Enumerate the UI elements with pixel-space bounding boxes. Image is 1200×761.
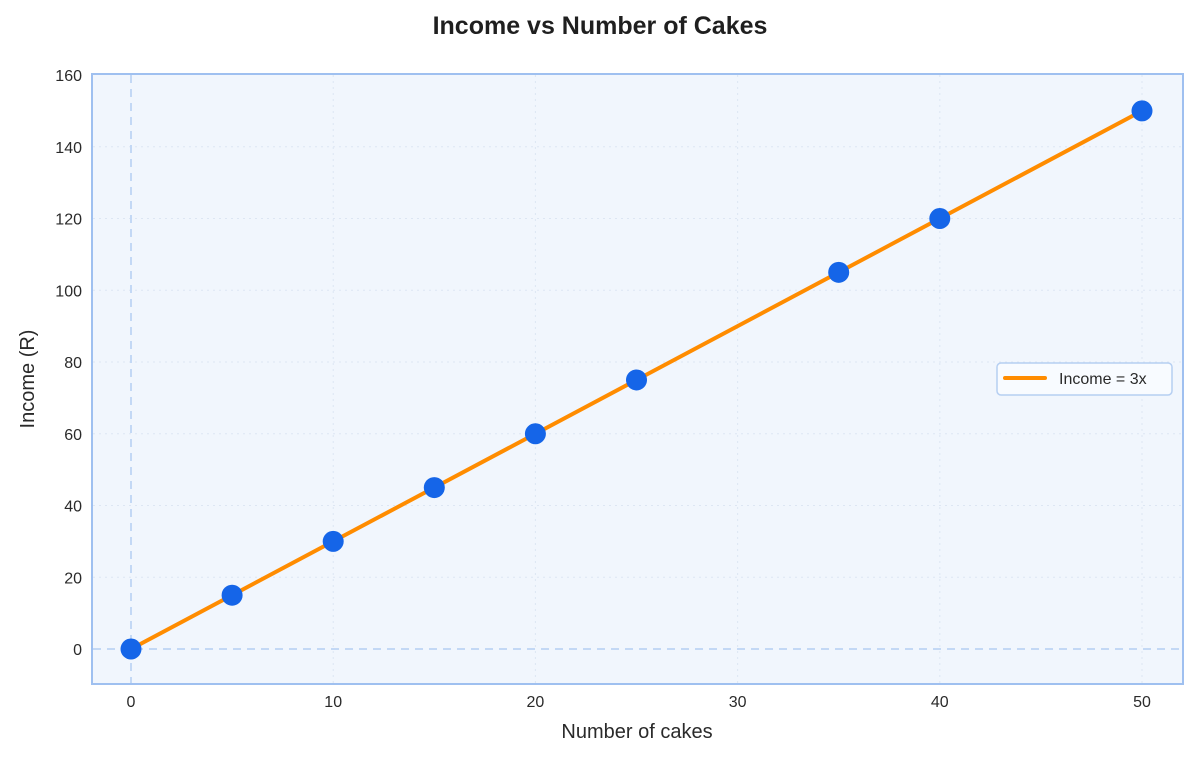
y-tick-label: 120 — [55, 212, 82, 229]
data-point-marker — [423, 477, 445, 499]
data-point-marker — [626, 369, 647, 391]
y-tick-label: 0 — [73, 642, 82, 659]
x-tick-label: 50 — [1133, 694, 1151, 711]
data-point-marker — [524, 423, 546, 445]
y-axis-ticks: 0 20 40 60 80 100 120 140 160 — [55, 68, 82, 659]
legend: Income = 3x — [996, 362, 1173, 396]
y-tick-label: 160 — [55, 68, 82, 85]
zero-reference-lines — [93, 75, 1182, 683]
y-tick-label: 140 — [55, 140, 82, 157]
data-points — [120, 100, 1153, 660]
data-point-marker — [322, 530, 344, 552]
y-axis-label: Income (R) — [17, 330, 39, 429]
data-point-marker — [1131, 100, 1153, 122]
data-point-marker — [221, 584, 243, 606]
x-tick-label: 40 — [931, 694, 949, 711]
y-tick-label: 40 — [64, 499, 82, 516]
grid-lines — [93, 75, 1182, 683]
chart-title: Income vs Number of Cakes — [432, 12, 768, 40]
y-tick-label: 100 — [55, 283, 82, 300]
x-axis-label: Number of cakes — [561, 721, 712, 743]
data-point-marker — [929, 208, 951, 229]
legend-box — [996, 362, 1173, 396]
legend-label: Income = 3x — [1059, 371, 1147, 388]
x-tick-label: 20 — [527, 694, 545, 711]
x-axis-ticks: 0 10 20 30 40 50 — [127, 694, 1151, 711]
data-point-marker — [828, 261, 850, 283]
y-tick-label: 20 — [64, 570, 82, 587]
data-point-marker — [120, 638, 142, 660]
y-tick-label: 60 — [64, 427, 82, 444]
x-tick-label: 10 — [324, 694, 342, 711]
x-tick-label: 0 — [127, 694, 136, 711]
y-tick-label: 80 — [64, 355, 82, 372]
x-tick-label: 30 — [729, 694, 747, 711]
plot-frame — [91, 73, 1184, 685]
